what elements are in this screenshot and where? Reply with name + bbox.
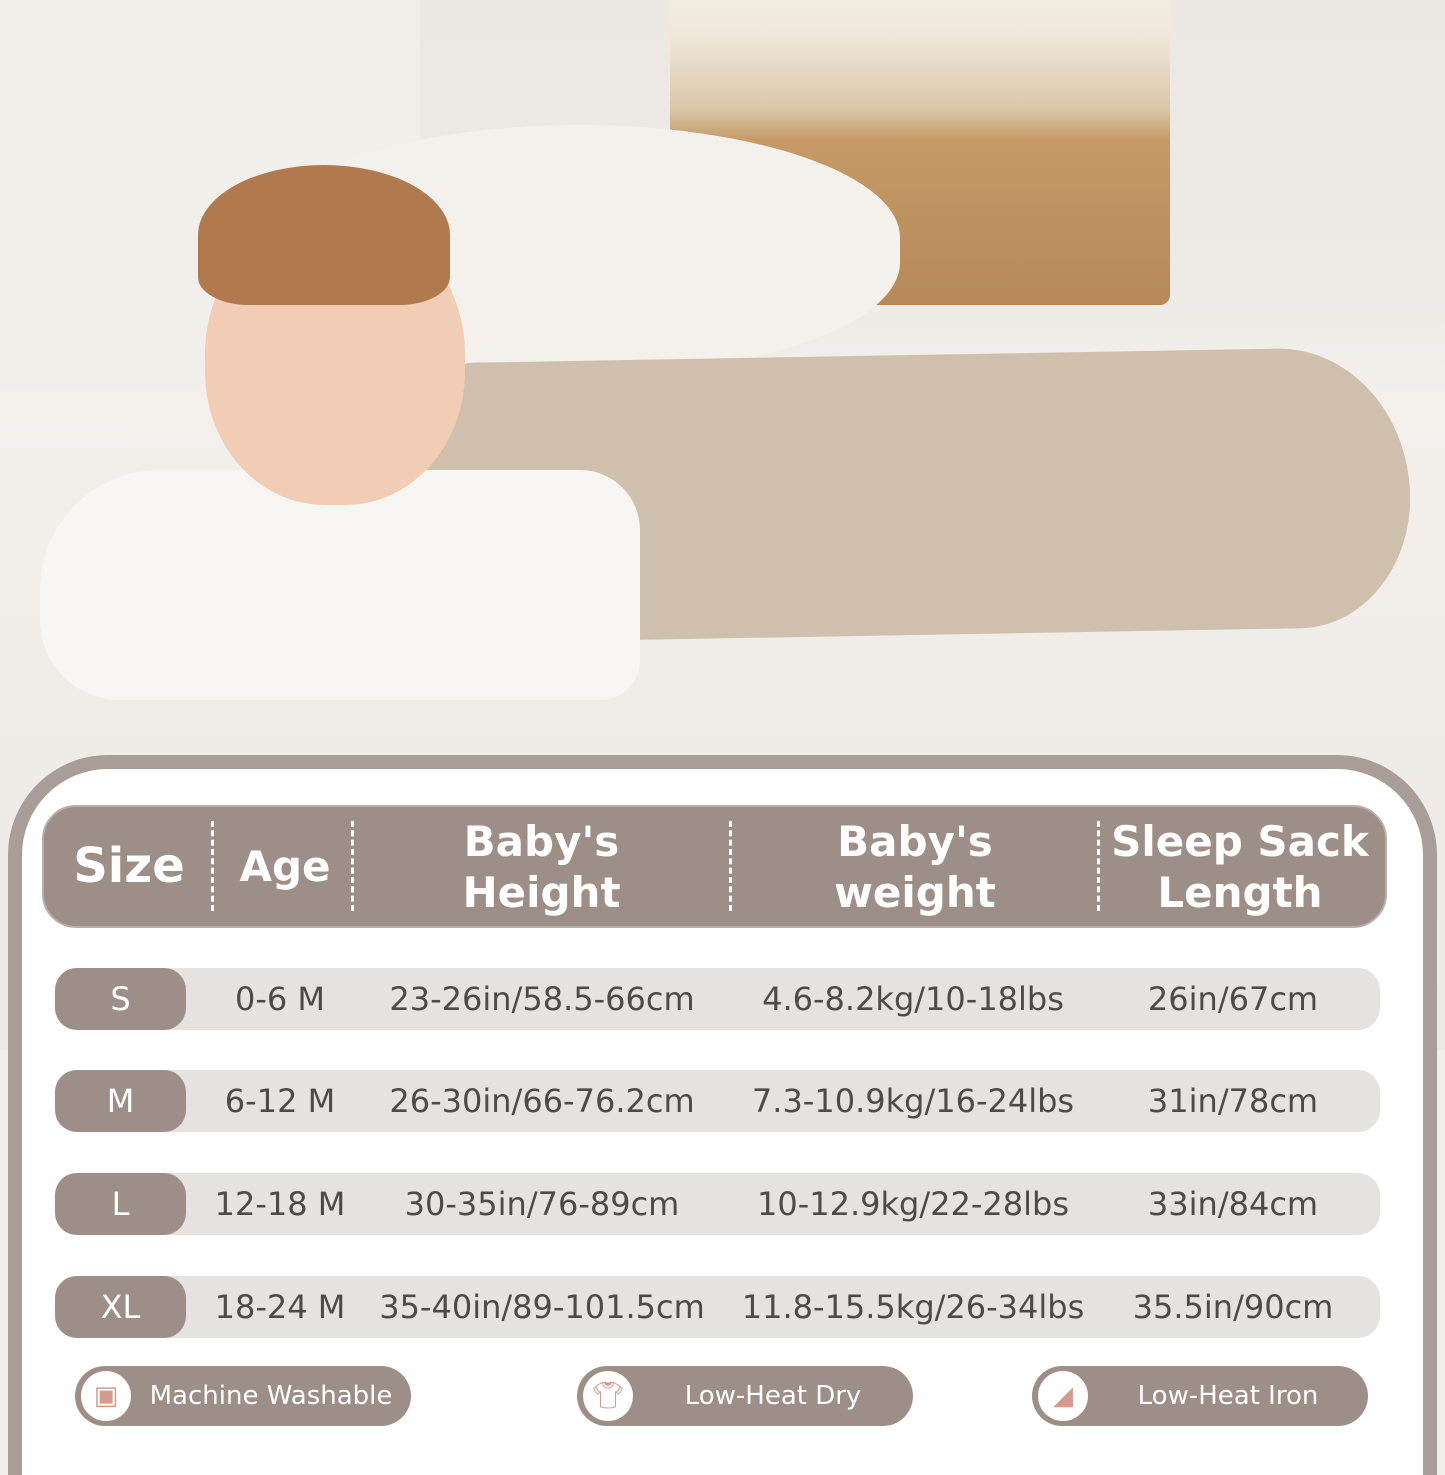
length-cell: 31in/78cm bbox=[1147, 1082, 1319, 1120]
header-weight: Baby's weight bbox=[834, 816, 996, 917]
product-photo bbox=[0, 0, 1445, 1050]
baby-arm bbox=[40, 470, 640, 700]
age-cell: 0-6 M bbox=[234, 980, 326, 1018]
table-row: M 6-12 M 26-30in/66-76.2cm 7.3-10.9kg/16… bbox=[55, 1070, 1380, 1132]
weight-cell: 7.3-10.9kg/16-24lbs bbox=[751, 1082, 1075, 1120]
height-cell: 35-40in/89-101.5cm bbox=[379, 1288, 705, 1326]
size-pill: XL bbox=[55, 1276, 186, 1338]
age-cell: 18-24 M bbox=[214, 1288, 346, 1326]
divider bbox=[729, 821, 732, 911]
care-badge-machine-washable: ▣ Machine Washable bbox=[75, 1366, 411, 1426]
care-label: Low-Heat Iron bbox=[1137, 1381, 1319, 1411]
weight-cell: 10-12.9kg/22-28lbs bbox=[757, 1185, 1069, 1223]
table-row: S 0-6 M 23-26in/58.5-66cm 4.6-8.2kg/10-1… bbox=[55, 968, 1380, 1030]
table-header: Size Age Baby's Height Baby's weight Sle… bbox=[42, 805, 1387, 928]
washing-machine-icon: ▣ bbox=[81, 1371, 131, 1421]
header-length: Sleep Sack Length bbox=[1111, 816, 1369, 917]
care-badge-low-heat-iron: ◢ Low-Heat Iron bbox=[1032, 1366, 1368, 1426]
care-label: Machine Washable bbox=[149, 1381, 393, 1411]
divider bbox=[351, 821, 354, 911]
header-height: Baby's Height bbox=[462, 816, 621, 917]
height-cell: 26-30in/66-76.2cm bbox=[389, 1082, 695, 1120]
care-label: Low-Heat Dry bbox=[684, 1381, 862, 1411]
baby-hair bbox=[198, 165, 450, 305]
height-cell: 23-26in/58.5-66cm bbox=[389, 980, 695, 1018]
size-pill: L bbox=[55, 1173, 186, 1235]
height-cell: 30-35in/76-89cm bbox=[404, 1185, 680, 1223]
age-cell: 6-12 M bbox=[224, 1082, 336, 1120]
care-badge-low-heat-dry: 👕︎ Low-Heat Dry bbox=[577, 1366, 913, 1426]
header-age: Age bbox=[239, 842, 331, 891]
age-cell: 12-18 M bbox=[214, 1185, 346, 1223]
table-row: XL 18-24 M 35-40in/89-101.5cm 11.8-15.5k… bbox=[55, 1276, 1380, 1338]
length-cell: 33in/84cm bbox=[1147, 1185, 1319, 1223]
header-size: Size bbox=[73, 838, 185, 894]
divider bbox=[211, 821, 214, 911]
size-pill: M bbox=[55, 1070, 186, 1132]
weight-cell: 11.8-15.5kg/26-34lbs bbox=[741, 1288, 1085, 1326]
size-pill: S bbox=[55, 968, 186, 1030]
divider bbox=[1097, 821, 1100, 911]
hanging-shirt-icon: 👕︎ bbox=[583, 1371, 633, 1421]
length-cell: 26in/67cm bbox=[1147, 980, 1319, 1018]
length-cell: 35.5in/90cm bbox=[1132, 1288, 1334, 1326]
weight-cell: 4.6-8.2kg/10-18lbs bbox=[762, 980, 1064, 1018]
table-row: L 12-18 M 30-35in/76-89cm 10-12.9kg/22-2… bbox=[55, 1173, 1380, 1235]
iron-icon: ◢ bbox=[1038, 1371, 1088, 1421]
